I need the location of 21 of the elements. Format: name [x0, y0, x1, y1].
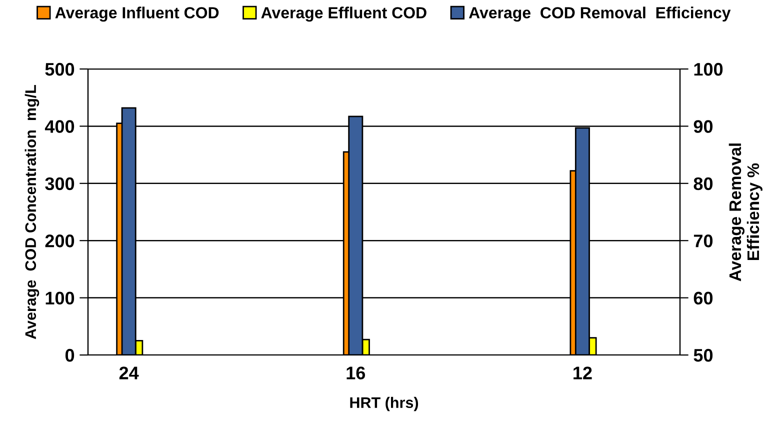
y-tick-label: 400	[44, 120, 74, 133]
x-tick-label: 12	[574, 366, 592, 380]
x-tick-label: 16	[346, 366, 366, 380]
y2-tick-label: 90	[694, 120, 713, 133]
legend-label: Average Influent COD	[55, 6, 219, 22]
y2-tick-label: 100	[694, 62, 723, 76]
legend-label: Average COD Removal Efficiency	[468, 6, 731, 22]
y-tick-label: 0	[65, 348, 74, 362]
y2-axis-title: Average Removal Efficiency %	[728, 144, 762, 282]
legend-label: Average Effluent COD	[261, 6, 426, 22]
y2-tick-label: 80	[694, 177, 713, 190]
y-tick-label: 300	[45, 177, 74, 190]
y2-tick-label: 70	[694, 234, 713, 248]
y-tick-label: 200	[45, 234, 74, 248]
y-axis-title: Average COD Concentration mg/L	[24, 84, 40, 340]
y-tick-label: 500	[45, 62, 74, 76]
y-tick-label: 100	[46, 292, 74, 305]
x-axis-title: HRT (hrs)	[350, 396, 418, 412]
y2-tick-label: 50	[694, 348, 713, 362]
x-tick-label: 24	[119, 366, 139, 380]
y2-tick-label: 60	[694, 292, 713, 305]
